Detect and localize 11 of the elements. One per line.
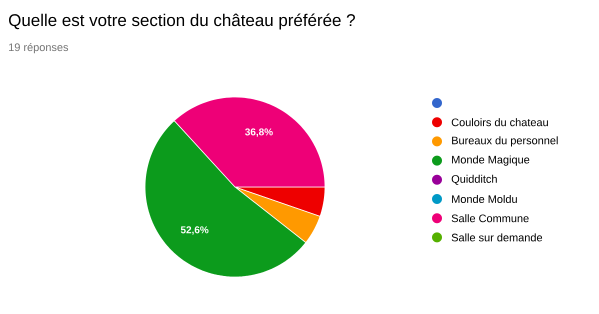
- legend-label: Bureaux du personnel: [452, 136, 558, 146]
- chart-title: Quelle est votre section du château préférée ?: [9, 14, 355, 30]
- legend-label: Salle Commune: [452, 214, 529, 222]
- legend-label: Quidditch: [452, 174, 497, 185]
- data-label: 52,6%: [180, 226, 208, 235]
- legend-label: Salle sur demande: [452, 233, 542, 242]
- legend-label: Monde Moldu: [452, 194, 517, 204]
- text: 19 réponses: [9, 42, 68, 54]
- legend-label: Monde Magique: [452, 155, 530, 166]
- data-label: 36,8%: [245, 128, 273, 137]
- legend-label: Couloirs du chateau: [452, 118, 548, 126]
